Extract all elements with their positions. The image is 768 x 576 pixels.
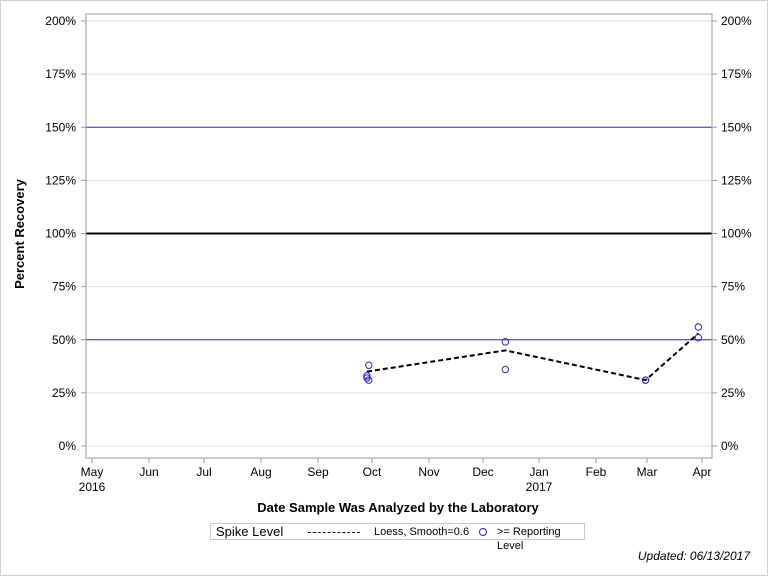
x-tick-label: Mar	[637, 465, 658, 479]
data-point	[365, 361, 373, 369]
y-tick-label: 75%	[52, 280, 76, 294]
reference-lines	[86, 126, 712, 341]
y-tick-label: 75%	[721, 280, 745, 294]
y-tick-label: 175%	[721, 67, 752, 81]
data-point	[694, 333, 703, 342]
x-tick-label: Feb	[586, 465, 607, 479]
y-tick-label: 200%	[721, 14, 752, 28]
y-tick-label: 100%	[721, 227, 752, 241]
x-tick-label: Oct	[363, 465, 382, 479]
legend-loess-label: Loess, Smooth=0.6	[374, 526, 470, 538]
legend-reporting-level-label: >= Reporting Level	[497, 526, 561, 552]
data-point	[641, 376, 650, 384]
y-tick-label: 200%	[45, 14, 76, 28]
y-tick-label: 125%	[721, 173, 752, 187]
y-tick-label: 25%	[721, 386, 745, 400]
data-point	[501, 365, 510, 374]
loess-line	[366, 332, 700, 382]
data-point	[501, 338, 510, 346]
data-series	[363, 323, 703, 384]
x-tick-label: Nov	[418, 465, 439, 479]
x-tick-year-label: 2017	[526, 480, 553, 494]
y-tick-label: 25%	[52, 386, 76, 400]
loess-line-swatch-icon	[308, 532, 360, 533]
x-tick-year-label: 2016	[79, 480, 106, 494]
x-tick-label: May	[81, 465, 104, 479]
updated-timestamp: Updated: 06/13/2017	[637, 549, 750, 563]
y-tick-label: 0%	[59, 439, 77, 453]
plot-area	[85, 13, 713, 459]
data-point	[365, 376, 373, 384]
y-tick-label: 150%	[721, 120, 752, 134]
y-tick-label: 50%	[52, 333, 76, 347]
y-axis-left: 0% 25% 50% 75% 100% 125% 150% 175% 200%	[45, 14, 86, 453]
y-tick-label: 175%	[45, 67, 76, 81]
legend-title: Spike Level	[216, 524, 284, 539]
x-tick-label: Apr	[693, 465, 712, 479]
data-point	[363, 374, 371, 382]
y-axis-label: Percent Recovery	[12, 178, 27, 289]
y-axis-right: 0% 25% 50% 75% 100% 125% 150% 175% 200%	[712, 14, 752, 453]
y-tick-label: 100%	[45, 227, 76, 241]
x-tick-label: Jul	[196, 465, 211, 479]
y-tick-label: 125%	[45, 173, 76, 187]
x-tick-label: Jun	[139, 465, 158, 479]
x-axis-label: Date Sample Was Analyzed by the Laborato…	[257, 500, 539, 515]
data-point	[694, 323, 703, 331]
x-tick-label: Dec	[472, 465, 493, 479]
y-tick-label: 50%	[721, 333, 745, 347]
x-tick-label: Jan	[529, 465, 548, 479]
data-point	[363, 372, 371, 380]
y-tick-label: 150%	[45, 120, 76, 134]
legend: Spike Level Loess, Smooth=0.6 >= Reporti…	[210, 523, 585, 552]
x-tick-label: Sep	[307, 465, 329, 479]
y-tick-label: 0%	[721, 439, 739, 453]
x-tick-label: Aug	[250, 465, 271, 479]
open-circle-marker-icon	[479, 528, 487, 536]
